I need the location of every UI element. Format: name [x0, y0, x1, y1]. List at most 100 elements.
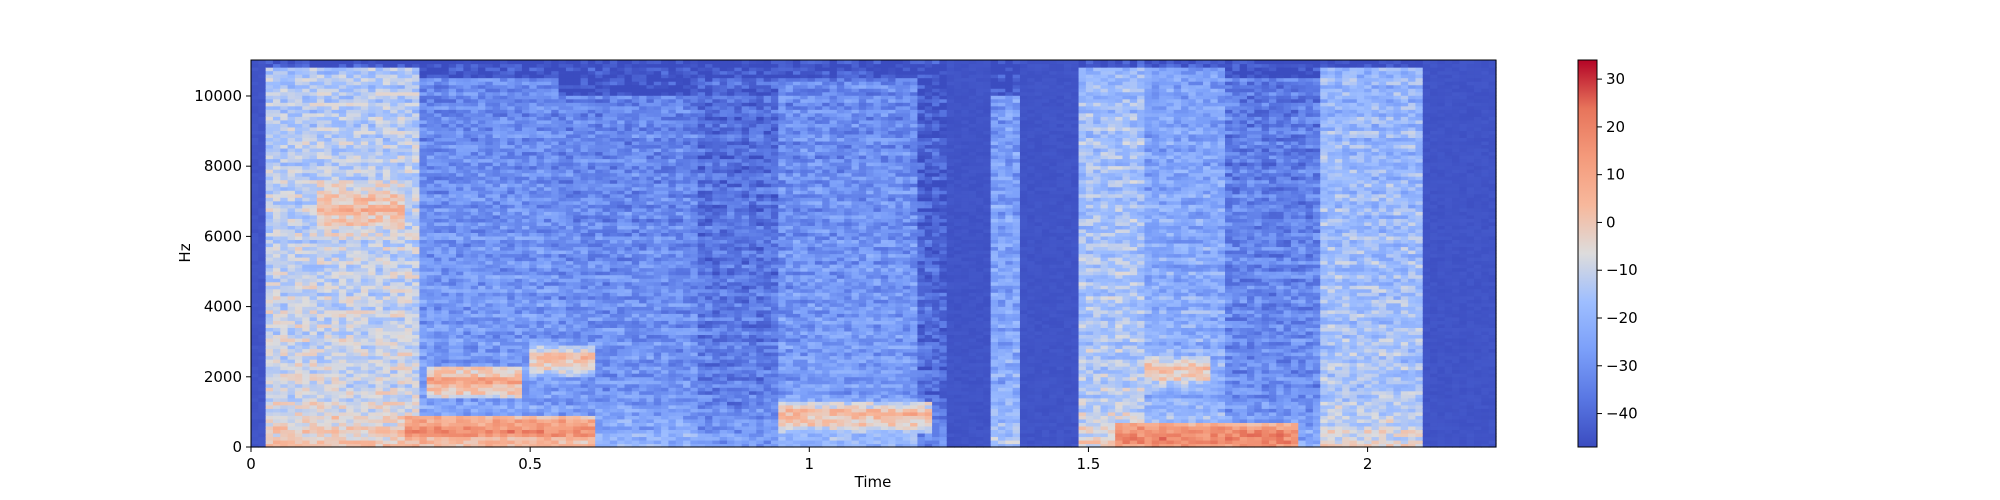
spectrogram-cell [324, 123, 333, 128]
spectrogram-cell [456, 274, 464, 279]
spectrogram-cell [294, 102, 303, 107]
spectrogram-cell [316, 352, 325, 357]
spectrogram-cell [368, 98, 377, 103]
spectrogram-cell [543, 443, 552, 448]
spectrogram-cell [353, 130, 362, 135]
spectrogram-cell [368, 176, 377, 181]
spectrogram-cell [456, 204, 464, 209]
spectrogram-cell [368, 162, 377, 167]
spectrogram-cell [390, 309, 399, 314]
spectrogram-cell [382, 292, 391, 297]
spectrogram-cell [514, 200, 523, 205]
spectrogram-cell [521, 63, 530, 68]
spectrogram-cell [251, 411, 259, 416]
spectrogram-cell [551, 242, 560, 248]
spectrogram-cell [573, 359, 582, 364]
spectrogram-cell [331, 60, 340, 65]
spectrogram-cell [280, 105, 289, 110]
spectrogram-cell [485, 380, 494, 385]
spectrogram-cell [558, 200, 567, 205]
spectrogram-cell [463, 443, 472, 448]
spectrogram-cell [573, 235, 582, 241]
spectrogram-cell [551, 60, 560, 65]
spectrogram-cell [463, 63, 472, 68]
spectrogram-cell [258, 133, 267, 138]
spectrogram-cell [463, 133, 472, 138]
spectrogram-cell [434, 408, 443, 413]
spectrogram-cell [294, 295, 303, 300]
spectrogram-cell [470, 221, 479, 226]
spectrogram-cell [251, 401, 259, 406]
spectrogram-cell [397, 271, 406, 276]
spectrogram-cell [514, 344, 523, 350]
spectrogram-cell [558, 186, 567, 191]
spectrogram-cell [360, 383, 369, 388]
spectrogram-cell [360, 214, 369, 219]
spectrogram-cell [492, 348, 501, 353]
spectrogram-cell [258, 327, 267, 332]
spectrogram-cell [302, 190, 311, 195]
spectrogram-cell [251, 327, 259, 332]
spectrogram-cell [492, 176, 501, 181]
spectrogram-cell [470, 77, 479, 82]
spectrogram-cell [492, 169, 501, 174]
spectrogram-cell [404, 390, 413, 395]
spectrogram-cell [368, 60, 377, 65]
spectrogram-cell [536, 334, 545, 339]
spectrogram-cell [309, 344, 318, 350]
spectrogram-cell [448, 235, 457, 241]
spectrogram-cell [316, 404, 325, 409]
spectrogram-cell [500, 432, 508, 438]
spectrogram-cell [331, 320, 340, 325]
spectrogram-cell [375, 207, 384, 212]
spectrogram-cell [397, 165, 406, 170]
spectrogram-cell [500, 88, 508, 93]
spectrogram-cell [280, 70, 289, 75]
spectrogram-cell [434, 425, 443, 431]
spectrogram-cell [426, 172, 435, 177]
spectrogram-cell [463, 323, 472, 328]
spectrogram-cell [302, 183, 311, 188]
spectrogram-cell [434, 88, 443, 93]
spectrogram-cell [565, 369, 574, 374]
spectrogram-cell [412, 369, 421, 374]
spectrogram-cell [309, 154, 318, 160]
spectrogram-cell [580, 373, 589, 378]
spectrogram-cell [514, 246, 523, 251]
spectrogram-cell [353, 436, 362, 441]
spectrogram-cell [478, 165, 486, 170]
spectrogram-cell [492, 352, 501, 357]
spectrogram-cell [419, 309, 428, 314]
spectrogram-cell [521, 408, 530, 413]
spectrogram-cell [346, 84, 355, 89]
spectrogram-cell [251, 211, 259, 216]
spectrogram-cell [265, 366, 274, 371]
spectrogram-cell [573, 330, 582, 336]
spectrogram-cell [390, 439, 399, 445]
spectrogram-cell [272, 95, 281, 100]
spectrogram-cell [368, 341, 377, 346]
spectrogram-cell [258, 218, 267, 223]
spectrogram-cell [470, 232, 479, 237]
spectrogram-cell [412, 288, 421, 293]
spectrogram-cell [434, 235, 443, 241]
spectrogram-cell [463, 147, 472, 153]
spectrogram-cell [573, 344, 582, 350]
spectrogram-cell [251, 369, 259, 374]
spectrogram-cell [558, 221, 567, 226]
spectrogram-cell [382, 162, 391, 167]
spectrogram-cell [390, 341, 399, 346]
spectrogram-cell [543, 119, 552, 124]
spectrogram-cell [470, 422, 479, 427]
spectrogram-cell [485, 313, 494, 318]
spectrogram-cell [390, 387, 399, 392]
spectrogram-cell [265, 323, 274, 328]
spectrogram-cell [419, 207, 428, 212]
spectrogram-cell [382, 133, 391, 138]
spectrogram-cell [485, 235, 494, 241]
spectrogram-cell [426, 112, 435, 117]
spectrogram-cell [485, 257, 494, 262]
spectrogram-cell [434, 271, 443, 276]
spectrogram-cell [331, 429, 340, 434]
spectrogram-cell [382, 88, 391, 93]
